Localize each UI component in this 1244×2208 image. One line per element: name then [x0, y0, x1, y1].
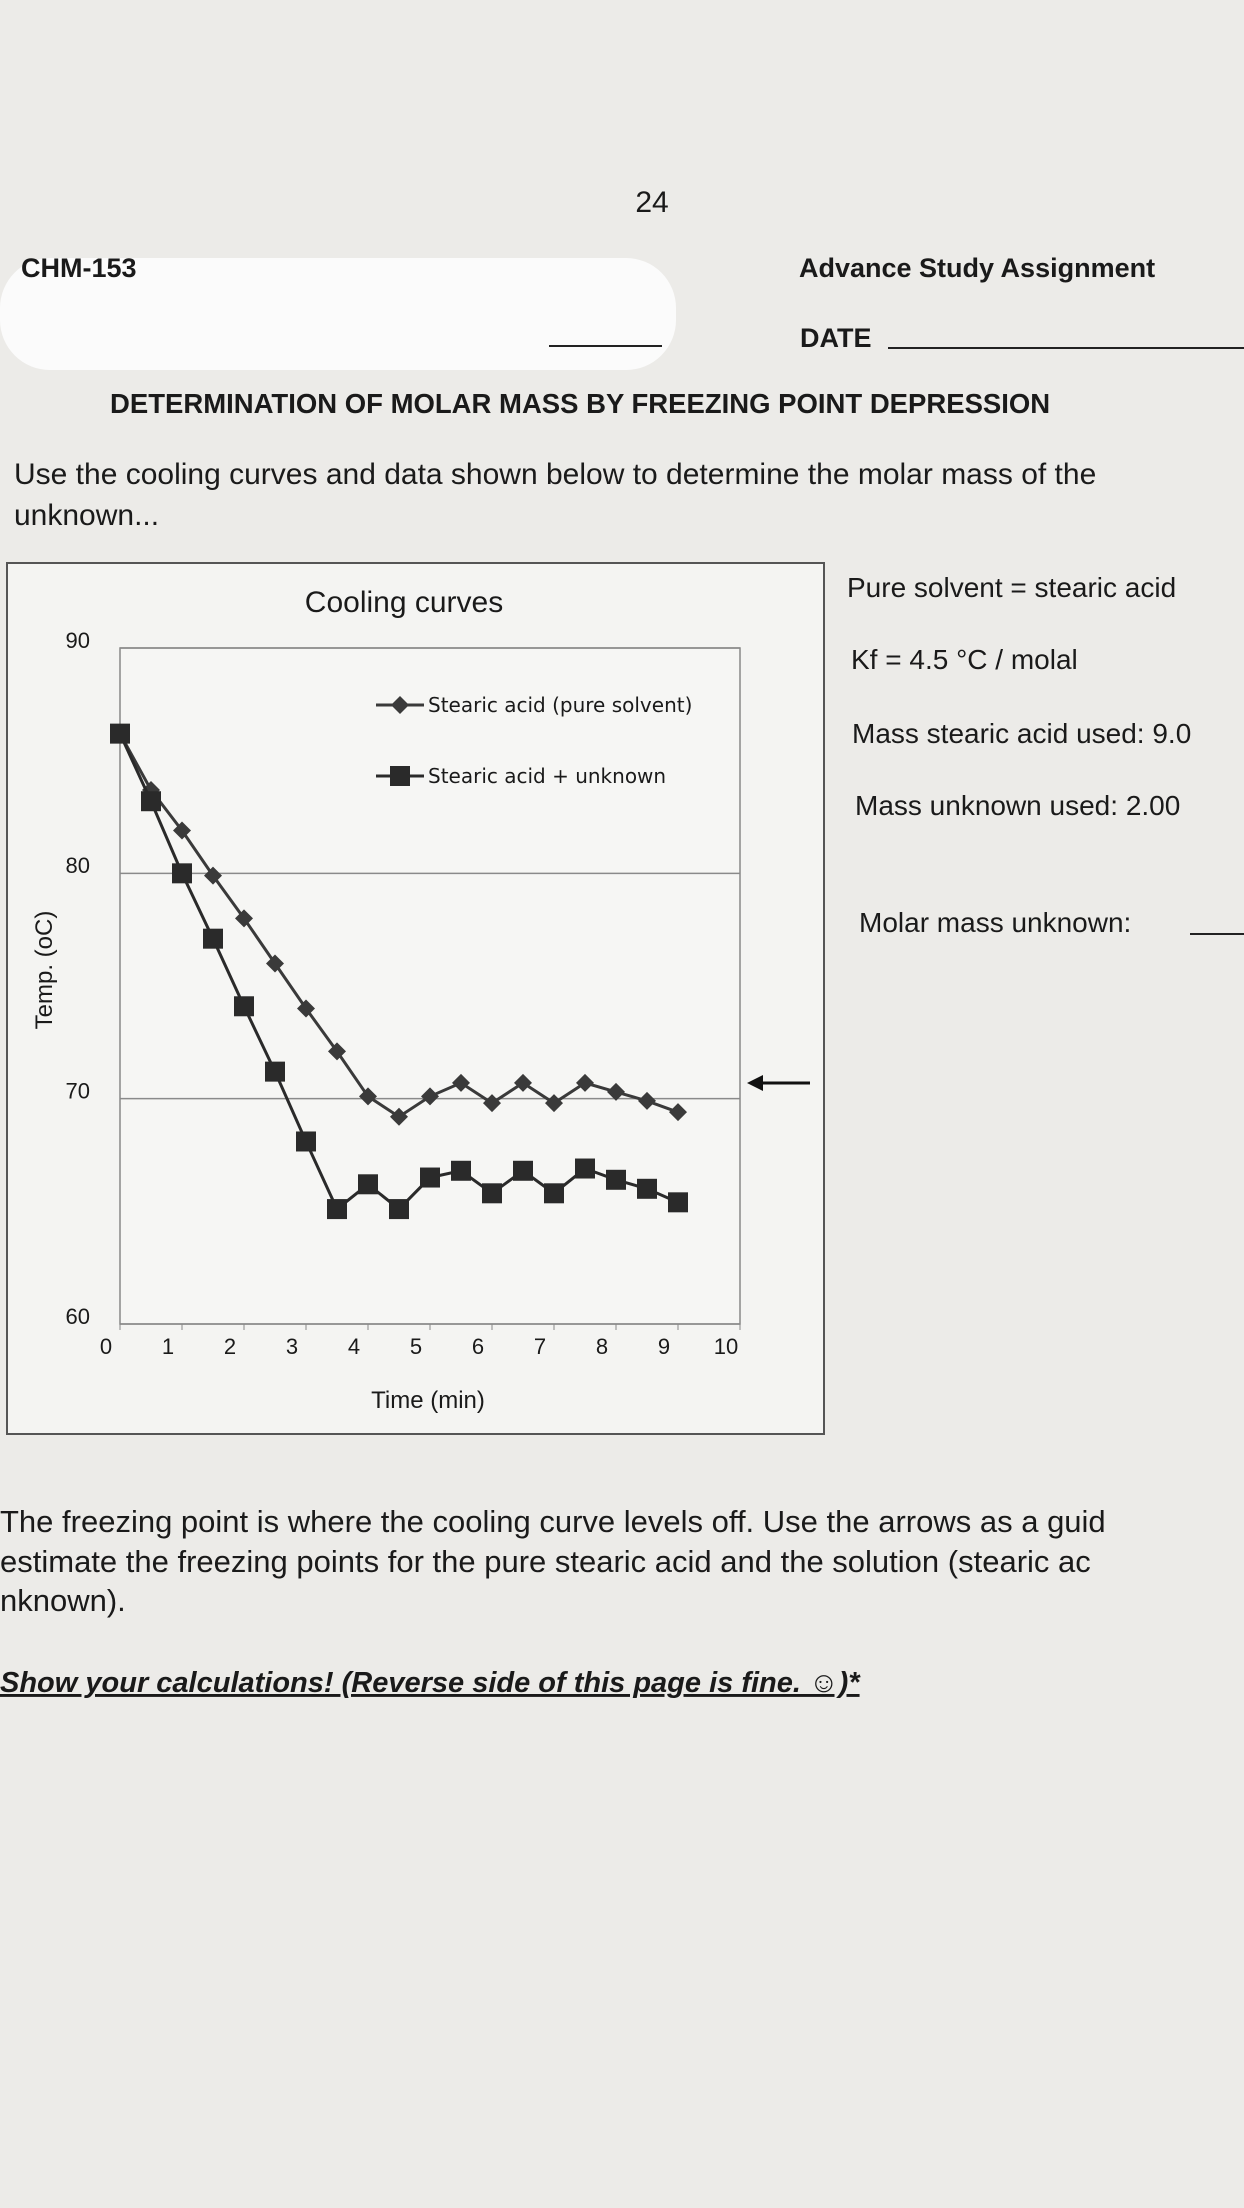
- point: [420, 1167, 440, 1188]
- x-tick-label: 4: [348, 1334, 360, 1359]
- point: [296, 1131, 316, 1152]
- info: Molar mass unknown:: [859, 907, 1131, 938]
- instructions: Use the cooling curves and data shown be…: [14, 458, 1096, 491]
- x-tick-label: 3: [286, 1334, 298, 1359]
- point: [359, 1087, 377, 1106]
- point: [203, 928, 223, 949]
- info: Kf = 4.5 °C / molal: [851, 644, 1078, 675]
- point: [451, 1160, 471, 1181]
- point: [265, 1061, 285, 1082]
- footer-line: nknown).: [0, 1583, 126, 1618]
- point: [173, 821, 191, 840]
- point: [172, 863, 192, 884]
- point: [576, 1073, 594, 1092]
- y-axis-label: Temp. (oC): [31, 911, 58, 1030]
- point: [234, 996, 254, 1017]
- point: [514, 1073, 532, 1092]
- assignment: Advance Study Assignment: [799, 253, 1155, 283]
- arrow-head: [747, 1075, 763, 1091]
- y-tick-label: 60: [66, 1304, 90, 1329]
- x-tick-label: 7: [534, 1334, 546, 1359]
- x-tick-label: 6: [472, 1334, 484, 1359]
- point: [513, 1160, 533, 1181]
- point: [141, 791, 161, 812]
- point: [482, 1183, 502, 1204]
- plot-area: [119, 647, 741, 1325]
- point: [638, 1091, 656, 1110]
- legend-label: Stearic acid (pure solvent): [428, 693, 692, 717]
- point: [421, 1087, 439, 1106]
- point: [668, 1192, 688, 1213]
- point: [483, 1094, 501, 1113]
- point: [575, 1158, 595, 1179]
- x-tick-label: 5: [410, 1334, 422, 1359]
- point: [266, 954, 284, 973]
- date-label: DATE: [800, 323, 872, 353]
- footer-line: The freezing point is where the cooling …: [0, 1504, 1106, 1539]
- instructions: unknown...: [14, 499, 159, 532]
- y-tick-label: 70: [66, 1078, 90, 1103]
- point: [235, 909, 253, 928]
- point: [204, 866, 222, 885]
- y-tick-label: 80: [66, 853, 90, 878]
- page-number: 24: [635, 186, 668, 219]
- point: [358, 1174, 378, 1195]
- info: Pure solvent = stearic acid: [847, 572, 1176, 603]
- footer-note: Show your calculations! (Reverse side of…: [0, 1667, 861, 1699]
- info: Mass unknown used: 2.00: [855, 790, 1180, 821]
- point: [327, 1199, 347, 1220]
- x-tick-label: 2: [224, 1334, 236, 1359]
- info: Mass stearic acid used: 9.0: [852, 718, 1191, 749]
- point: [297, 999, 315, 1018]
- point: [544, 1183, 564, 1204]
- point: [606, 1169, 626, 1190]
- point: [607, 1082, 625, 1101]
- point: [328, 1042, 346, 1061]
- x-axis-label: Time (min): [371, 1387, 485, 1414]
- point: [110, 723, 130, 744]
- x-tick-label: 1: [162, 1334, 174, 1359]
- x-tick-label: 8: [596, 1334, 608, 1359]
- point: [545, 1094, 563, 1113]
- chart-title: Cooling curves: [305, 586, 503, 619]
- course: CHM-153: [21, 253, 137, 283]
- legend-marker: [391, 696, 409, 714]
- footer-line: estimate the freezing points for the pur…: [0, 1544, 1091, 1579]
- point: [390, 1107, 408, 1126]
- legend-label: Stearic acid + unknown: [428, 764, 666, 788]
- y-tick-label: 90: [66, 628, 90, 653]
- point: [389, 1199, 409, 1220]
- point: [669, 1103, 687, 1122]
- redaction: [0, 258, 676, 370]
- point: [637, 1178, 657, 1199]
- point: [452, 1073, 470, 1092]
- title: DETERMINATION OF MOLAR MASS BY FREEZING …: [110, 388, 1050, 419]
- x-tick-label: 0: [100, 1334, 112, 1359]
- x-tick-label: 10: [714, 1334, 738, 1359]
- legend-marker: [390, 766, 410, 786]
- x-tick-label: 9: [658, 1334, 670, 1359]
